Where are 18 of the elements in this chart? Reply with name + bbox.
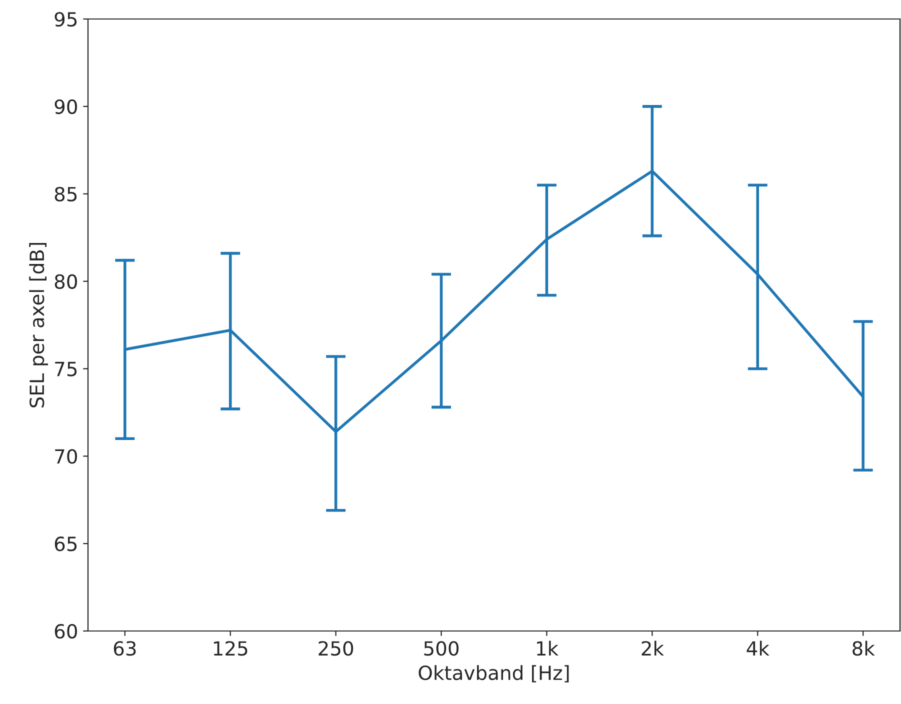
y-tick-label: 70 — [55, 449, 77, 464]
y-tick-label: 75 — [55, 362, 77, 376]
x-tick-label: 63 — [114, 641, 136, 656]
x-tick-label: 500 — [424, 641, 459, 656]
y-tick-label: 90 — [54, 99, 77, 114]
x-tick-label: 250 — [318, 641, 354, 656]
y-tick-label: 80 — [54, 274, 77, 289]
y-tick-label: 85 — [54, 186, 77, 202]
x-tick-label: 2k — [642, 640, 664, 656]
y-tick-label: 95 — [54, 12, 77, 27]
y-axis-title: SEL per axel [dB] — [29, 243, 48, 408]
x-tick-label: 1k — [537, 640, 558, 656]
x-axis-title: Oktavband [Hz] — [418, 665, 569, 682]
y-tick-label: 60 — [54, 624, 77, 639]
x-tick-label: 125 — [214, 641, 248, 656]
y-tick-label: 65 — [54, 536, 77, 552]
x-tick-label: 4k — [746, 640, 770, 656]
x-tick-label: 8k — [852, 640, 875, 656]
